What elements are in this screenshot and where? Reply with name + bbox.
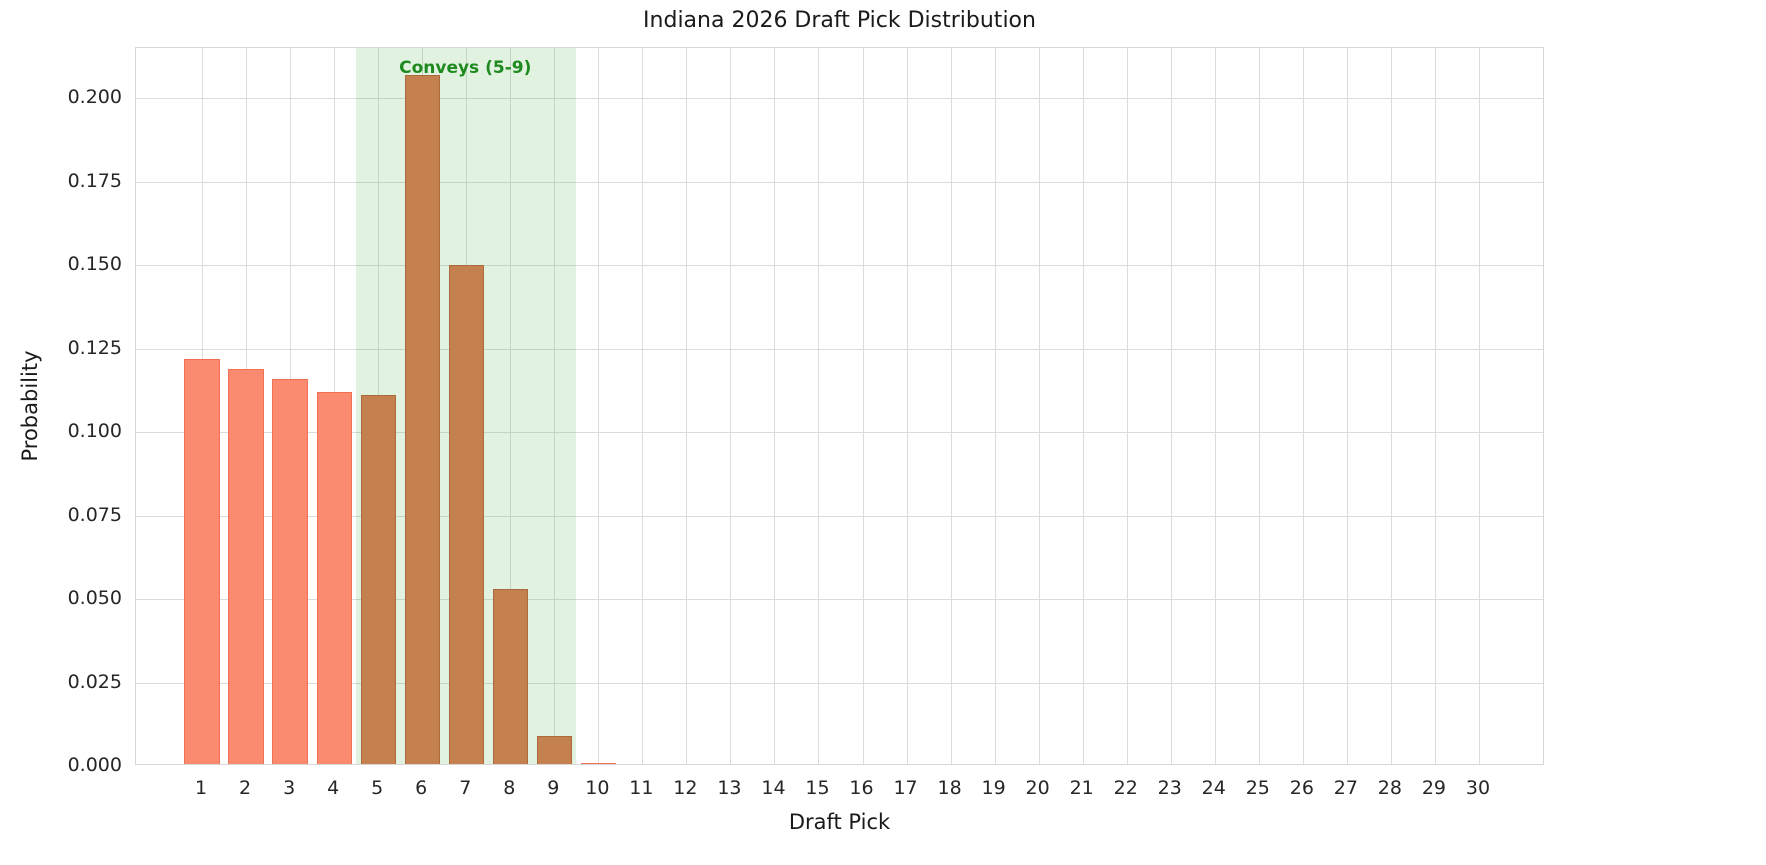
v-gridline xyxy=(510,48,512,764)
v-gridline xyxy=(950,48,952,764)
v-gridline xyxy=(818,48,820,764)
v-gridline xyxy=(862,48,864,764)
x-tick-label: 18 xyxy=(937,777,962,799)
v-gridline xyxy=(906,48,908,764)
x-tick-label: 24 xyxy=(1201,777,1226,799)
x-tick-label: 6 xyxy=(415,777,428,799)
v-gridline xyxy=(1346,48,1348,764)
v-gridline xyxy=(1038,48,1040,764)
bar-pick-2 xyxy=(228,368,264,764)
x-tick-label: 5 xyxy=(371,777,384,799)
bar-pick-1 xyxy=(184,358,220,764)
bar-pick-3 xyxy=(272,378,308,764)
bar-pick-4 xyxy=(316,391,352,764)
x-tick-label: 30 xyxy=(1465,777,1491,799)
x-tick-label: 15 xyxy=(805,777,830,799)
bar-pick-10 xyxy=(580,762,616,764)
h-gridline xyxy=(136,432,1543,434)
x-tick-label: 10 xyxy=(585,777,610,799)
x-tick-label: 26 xyxy=(1289,777,1314,799)
x-tick-label: 1 xyxy=(195,777,208,799)
v-gridline xyxy=(1126,48,1128,764)
plot-area xyxy=(135,47,1544,765)
v-gridline xyxy=(774,48,776,764)
v-gridline xyxy=(554,48,556,764)
y-axis-label: Probability xyxy=(18,350,42,462)
y-tick-label: 0.150 xyxy=(67,253,122,276)
x-tick-label: 13 xyxy=(717,777,742,799)
v-gridline xyxy=(1170,48,1172,764)
conveys-band-label: Conveys (5-9) xyxy=(399,58,532,78)
v-gridline xyxy=(1258,48,1260,764)
y-tick-label: 0.050 xyxy=(67,587,122,610)
x-tick-label: 4 xyxy=(327,777,340,799)
x-tick-label: 25 xyxy=(1245,777,1270,799)
y-tick-label: 0.175 xyxy=(67,169,122,192)
x-tick-label: 20 xyxy=(1025,777,1050,799)
v-gridline xyxy=(1434,48,1436,764)
x-tick-label: 29 xyxy=(1421,777,1447,799)
x-tick-label: 23 xyxy=(1157,777,1182,799)
x-tick-label: 2 xyxy=(239,777,252,799)
y-tick-label: 0.100 xyxy=(67,420,122,443)
x-tick-label: 22 xyxy=(1113,777,1138,799)
v-gridline xyxy=(994,48,996,764)
h-gridline xyxy=(136,181,1543,183)
bar-pick-9 xyxy=(536,735,572,764)
x-tick-label: 8 xyxy=(503,777,516,799)
h-gridline xyxy=(136,599,1543,601)
y-tick-label: 0.125 xyxy=(67,336,122,359)
v-gridline xyxy=(598,48,600,764)
v-gridline xyxy=(1390,48,1392,764)
h-gridline xyxy=(136,265,1543,267)
x-tick-label: 19 xyxy=(981,777,1006,799)
x-tick-label: 14 xyxy=(761,777,786,799)
x-tick-label: 11 xyxy=(629,777,654,799)
bar-pick-6 xyxy=(404,74,440,764)
v-gridline xyxy=(1478,48,1480,764)
h-gridline xyxy=(136,515,1543,517)
x-tick-label: 17 xyxy=(893,777,918,799)
v-gridline xyxy=(642,48,644,764)
x-tick-label: 3 xyxy=(283,777,296,799)
x-tick-label: 21 xyxy=(1069,777,1094,799)
h-gridline xyxy=(136,348,1543,350)
x-tick-label: 27 xyxy=(1333,777,1358,799)
y-tick-label: 0.200 xyxy=(67,86,122,109)
x-tick-label: 9 xyxy=(547,777,560,799)
v-gridline xyxy=(1082,48,1084,764)
x-tick-label: 12 xyxy=(673,777,698,799)
y-tick-label: 0.000 xyxy=(67,754,122,776)
x-tick-label: 28 xyxy=(1377,777,1402,799)
y-tick-label: 0.075 xyxy=(67,503,122,526)
v-gridline xyxy=(686,48,688,764)
x-tick-label: 7 xyxy=(459,777,472,799)
v-gridline xyxy=(1302,48,1304,764)
bar-pick-7 xyxy=(448,265,484,764)
bar-pick-8 xyxy=(492,589,528,764)
x-tick-label: 16 xyxy=(849,777,874,799)
h-gridline xyxy=(136,682,1543,684)
h-gridline xyxy=(136,98,1543,100)
x-axis-label: Draft Pick xyxy=(788,810,891,834)
bar-pick-5 xyxy=(360,395,396,764)
v-gridline xyxy=(1214,48,1216,764)
v-gridline xyxy=(730,48,732,764)
chart-title: Indiana 2026 Draft Pick Distribution xyxy=(643,8,1036,33)
y-tick-label: 0.025 xyxy=(67,670,122,693)
